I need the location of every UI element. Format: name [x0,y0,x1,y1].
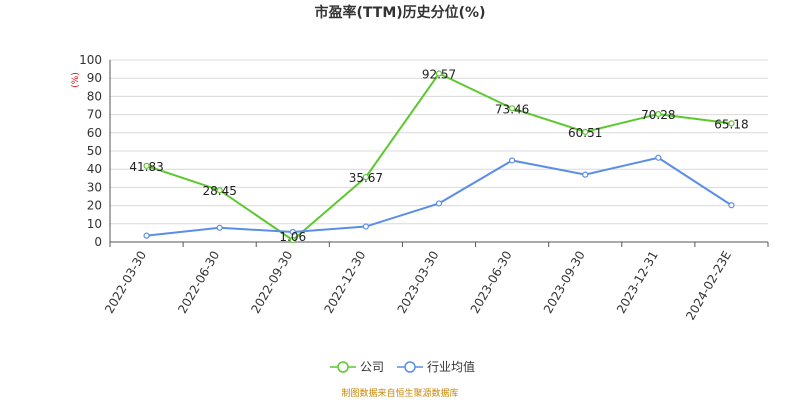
data-label: 1.06 [279,230,306,244]
legend-marker [337,361,349,373]
data-point[interactable] [509,105,516,112]
y-tick-label: 50 [87,144,102,158]
data-label: 70.28 [641,108,675,122]
y-tick-label: 90 [87,71,102,85]
data-point[interactable] [728,120,735,127]
x-tick-label: 2024-02-23E [683,249,734,323]
data-point[interactable] [655,154,662,161]
y-tick-label: 70 [87,108,102,122]
legend-marker [404,361,416,373]
data-labels: 41.83 28.45 1.06 35.67 92.57 73.46 60.51 70.28 6… [129,68,748,245]
y-tick-label: 100 [79,53,102,67]
y-tick-label: 0 [94,235,102,249]
y-axis-label: (%) [71,72,81,88]
x-tick-label: 2023-12-31 [614,249,661,316]
legend-item-company[interactable]: 公司 [360,360,384,374]
data-point[interactable] [216,187,223,194]
data-point[interactable] [655,110,662,118]
y-tick-labels: 0 10 20 30 40 50 60 70 80 90 100 [79,53,102,249]
y-tick-label: 40 [87,162,102,176]
data-label: 65.18 [714,117,748,131]
y-tick-label: 60 [87,126,102,140]
y-tick-label: 30 [87,180,102,194]
data-point[interactable] [143,162,150,169]
data-label: 60.51 [568,126,602,140]
data-label: 28.45 [202,184,236,198]
series-line-company [146,72,732,242]
data-point[interactable] [582,128,589,135]
x-tick-label: 2022-09-30 [248,249,295,316]
legend-item-industry-average[interactable]: 行业均值 [427,359,475,374]
data-point[interactable] [362,223,369,230]
axes [109,60,769,247]
legend[interactable]: 公司 行业均值 [330,359,475,374]
y-tick-label: 10 [87,217,102,231]
x-tick-labels: 2022-03-30 2022-06-30 2022-09-30 2022-12-30… [102,249,734,323]
data-point[interactable] [435,70,443,77]
data-label: 35.67 [349,171,383,185]
series-layer [143,70,735,244]
data-point[interactable] [435,200,443,207]
data-point[interactable] [728,202,735,209]
y-tick-label: 20 [87,199,102,213]
x-tick-label: 2022-06-30 [175,249,222,316]
chart-title: 市盈率(TTM)历史分位(%) [315,4,486,21]
x-tick-label: 2023-09-30 [541,249,588,316]
x-tick-label: 2023-06-30 [468,249,515,316]
data-point[interactable] [216,224,223,231]
data-label: 41.83 [129,160,163,174]
x-tick-label: 2023-03-30 [395,249,442,316]
x-tick-label: 2022-03-30 [102,249,149,316]
data-point[interactable] [362,173,369,181]
data-point[interactable] [582,171,589,178]
data-point[interactable] [289,228,296,236]
data-point[interactable] [289,236,296,244]
source-note: 制图数据来自恒生聚源数据库 [341,387,458,399]
x-tick-label: 2022-12-30 [321,249,368,316]
data-point[interactable] [509,157,516,164]
grid-lines [110,59,768,225]
data-label: 73.46 [495,102,529,116]
data-label: 92.57 [422,68,456,82]
data-point[interactable] [143,232,150,239]
y-tick-label: 80 [87,89,102,103]
